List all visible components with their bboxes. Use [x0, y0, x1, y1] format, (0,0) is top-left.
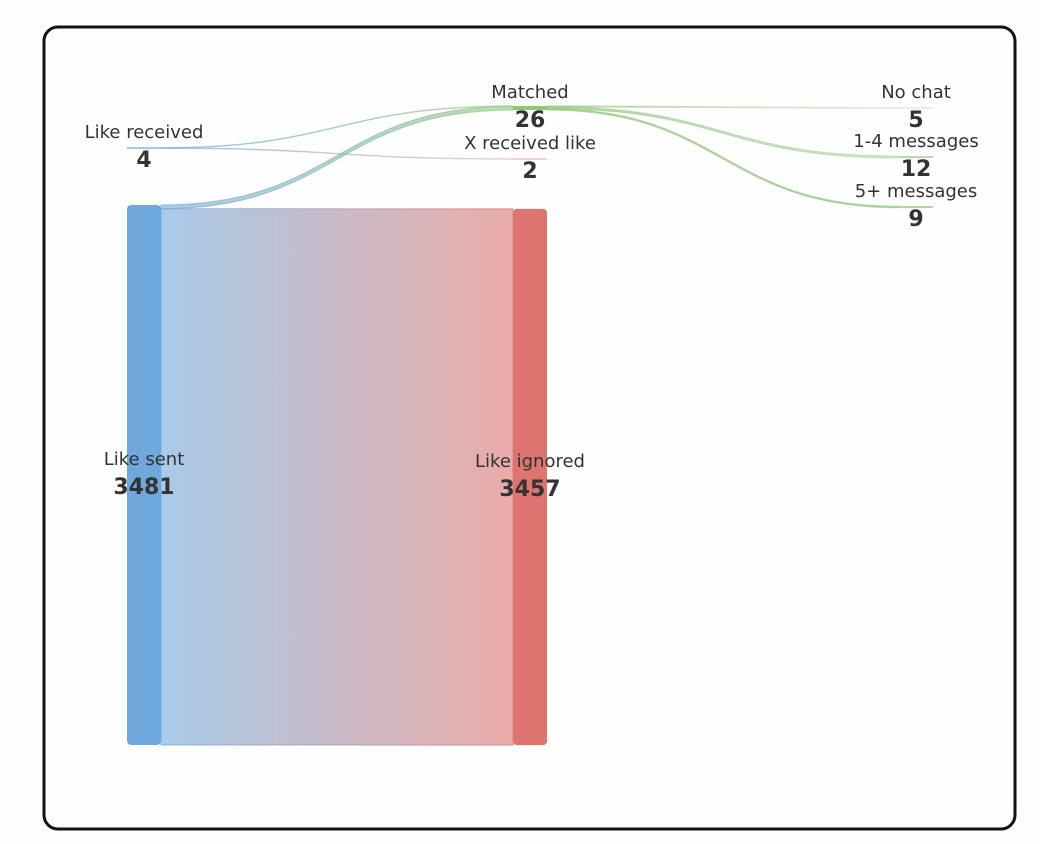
node-label: No chat — [881, 82, 951, 103]
node — [127, 205, 161, 745]
node-value: 26 — [515, 108, 546, 133]
node — [513, 208, 547, 746]
node-label: 1-4 messages — [853, 131, 978, 152]
node-value: 9 — [908, 207, 923, 232]
node — [513, 105, 547, 111]
node — [899, 206, 933, 208]
node-label: Matched — [491, 82, 568, 103]
node-value: 2 — [522, 159, 537, 184]
node — [899, 107, 933, 109]
node-value: 12 — [901, 157, 932, 182]
node-value: 5 — [908, 108, 923, 133]
link — [160, 105, 514, 210]
node-label: Like sent — [104, 449, 185, 470]
node-value: 4 — [136, 148, 151, 173]
link — [160, 208, 514, 746]
node-value: 3457 — [499, 477, 560, 502]
node — [513, 158, 547, 160]
node — [127, 147, 161, 149]
link — [546, 106, 900, 159]
node-label: Like ignored — [475, 451, 585, 472]
node-label: X received like — [464, 133, 596, 154]
node-label: 5+ messages — [855, 181, 978, 202]
node-value: 3481 — [113, 475, 174, 500]
node — [899, 156, 933, 158]
node-label: Like received — [85, 122, 204, 143]
